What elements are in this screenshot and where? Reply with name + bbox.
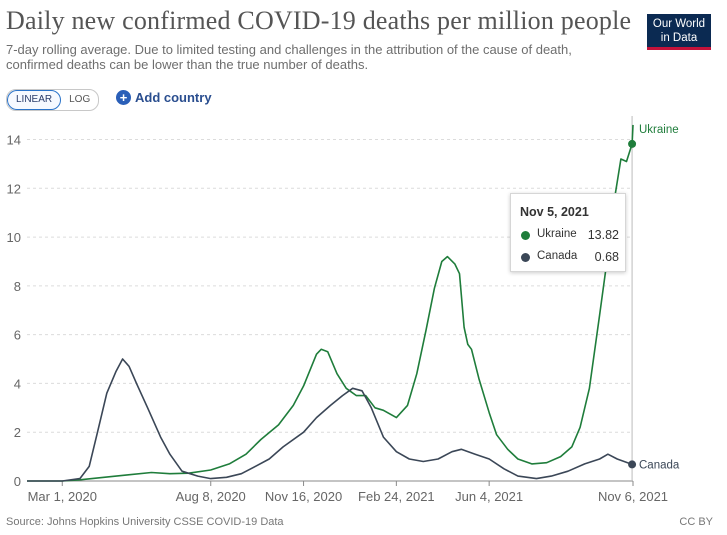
- chart-tooltip: Nov 5, 2021 Ukraine 13.82 Canada 0.68: [510, 193, 626, 272]
- y-tick-label: 4: [14, 376, 21, 391]
- series-line-ukraine: [27, 124, 634, 482]
- hover-point-canada: [628, 460, 637, 469]
- log-scale-button[interactable]: LOG: [69, 94, 91, 105]
- series-label-ukraine: Ukraine: [639, 124, 679, 136]
- add-country-button[interactable]: + Add country: [116, 90, 212, 105]
- logo-line-1: Our World: [652, 18, 706, 30]
- y-tick-label: 2: [14, 425, 21, 440]
- x-tick-label: Jun 4, 2021: [455, 489, 523, 504]
- series-label-canada: Canada: [639, 459, 680, 471]
- source-note[interactable]: Source: Johns Hopkins University CSSE CO…: [6, 516, 284, 528]
- linear-scale-button[interactable]: LINEAR: [7, 90, 62, 110]
- canada-dot-icon: [521, 253, 530, 262]
- tooltip-row-canada: Canada 0.68: [519, 250, 619, 266]
- x-tick-label: Feb 24, 2021: [358, 489, 435, 504]
- ukraine-dot-icon: [521, 231, 530, 240]
- hover-point-ukraine: [628, 139, 637, 148]
- license-link[interactable]: CC BY: [679, 516, 713, 528]
- tooltip-name-canada: Canada: [537, 250, 578, 262]
- chart-title: Daily new confirmed COVID-19 deaths per …: [6, 6, 632, 35]
- y-tick-label: 14: [7, 133, 21, 148]
- y-tick-label: 8: [14, 279, 21, 294]
- tooltip-row-ukraine: Ukraine 13.82: [519, 228, 619, 244]
- scale-toggle: LINEAR LOG: [6, 89, 100, 111]
- series-line-canada: [27, 358, 633, 482]
- x-tick-label: Nov 6, 2021: [598, 489, 668, 504]
- x-tick-label: Mar 1, 2020: [28, 489, 97, 504]
- y-tick-label: 10: [7, 230, 21, 245]
- plus-circle-icon: +: [116, 90, 131, 105]
- tooltip-value-canada: 0.68: [594, 250, 619, 264]
- y-tick-label: 12: [7, 181, 21, 196]
- tooltip-value-ukraine: 13.82: [587, 228, 619, 242]
- logo-line-2: in Data: [660, 32, 698, 44]
- x-tick-label: Aug 8, 2020: [176, 489, 246, 504]
- add-country-label: Add country: [135, 90, 212, 105]
- owid-logo[interactable]: Our World in Data: [647, 14, 711, 50]
- y-tick-label: 0: [14, 474, 21, 489]
- y-tick-label: 6: [14, 328, 21, 343]
- tooltip-name-ukraine: Ukraine: [537, 228, 577, 240]
- tooltip-date: Nov 5, 2021: [520, 205, 589, 219]
- chart-subtitle: 7-day rolling average. Due to limited te…: [6, 42, 572, 72]
- x-tick-label: Nov 16, 2020: [265, 489, 342, 504]
